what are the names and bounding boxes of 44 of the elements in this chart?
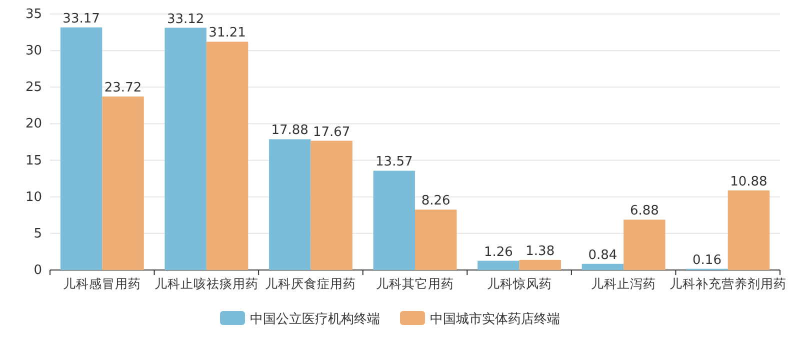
bar	[206, 42, 248, 270]
data-label: 0.16	[692, 252, 722, 268]
bar	[728, 190, 770, 270]
data-label: 23.72	[104, 80, 142, 96]
x-tick-label: 儿科其它用药	[376, 276, 454, 291]
x-tick-label: 儿科止泻药	[591, 276, 656, 291]
bar	[624, 220, 666, 270]
bar	[373, 170, 415, 270]
bar	[478, 260, 520, 270]
bar	[415, 210, 457, 270]
y-tick-label: 10	[25, 190, 42, 205]
data-label: 31.21	[208, 26, 246, 41]
data-label: 6.88	[630, 204, 659, 219]
data-label: 13.57	[376, 154, 413, 170]
x-tick-label: 儿科厌食症用药	[265, 276, 356, 291]
x-tick-label: 儿科补充营养剂用药	[669, 276, 786, 291]
y-tick-label: 15	[25, 153, 42, 168]
data-label: 33.17	[62, 11, 100, 26]
legend-label: 中国城市实体药店终端	[430, 311, 560, 327]
bar	[60, 27, 102, 270]
y-tick-label: 20	[25, 116, 42, 132]
y-tick-label: 0	[34, 263, 42, 278]
data-label: 1.26	[484, 244, 513, 260]
data-label: 0.84	[588, 248, 618, 263]
bar	[310, 140, 352, 270]
data-label: 10.88	[730, 174, 768, 190]
bar	[582, 264, 624, 270]
data-label: 33.12	[166, 12, 204, 27]
data-label: 1.38	[526, 244, 555, 259]
data-label: 8.26	[421, 194, 450, 209]
y-tick-label: 30	[25, 44, 42, 59]
y-tick-label: 35	[25, 7, 42, 22]
x-tick-label: 儿科止咳祛痰用药	[154, 276, 258, 291]
bar	[102, 96, 144, 270]
data-label: 17.67	[312, 124, 350, 140]
legend-label: 中国公立医疗机构终端	[250, 311, 380, 327]
data-label: 17.88	[271, 123, 308, 138]
bar	[269, 139, 311, 270]
x-tick-label: 儿科惊风药	[486, 276, 552, 291]
y-tick-label: 25	[25, 80, 42, 96]
x-tick-label: 儿科感冒用药	[63, 276, 142, 291]
bar	[519, 260, 561, 270]
y-tick-label: 5	[34, 226, 42, 242]
bar	[164, 28, 206, 270]
